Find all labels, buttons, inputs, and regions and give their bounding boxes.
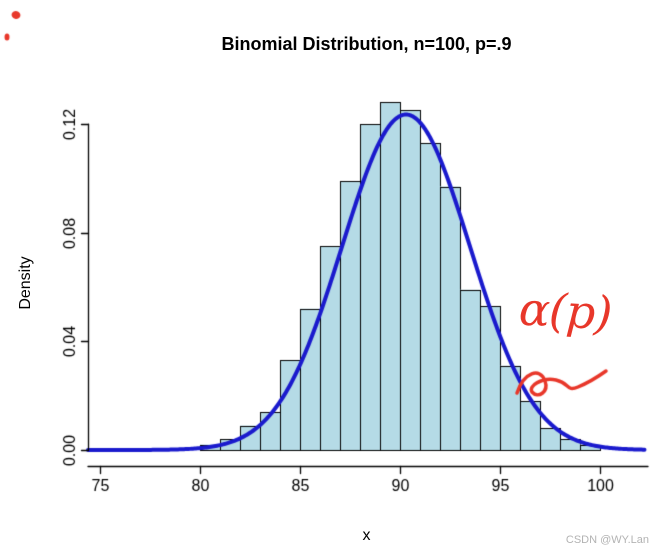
x-axis-label: x (362, 527, 371, 544)
handwritten-annotation: α(p) (517, 281, 613, 341)
chart-title: Binomial Distribution, n=100, p=.9 (221, 34, 512, 54)
y-axis-label: Density (17, 256, 34, 310)
watermark: CSDN @WY.Lan (565, 534, 649, 546)
